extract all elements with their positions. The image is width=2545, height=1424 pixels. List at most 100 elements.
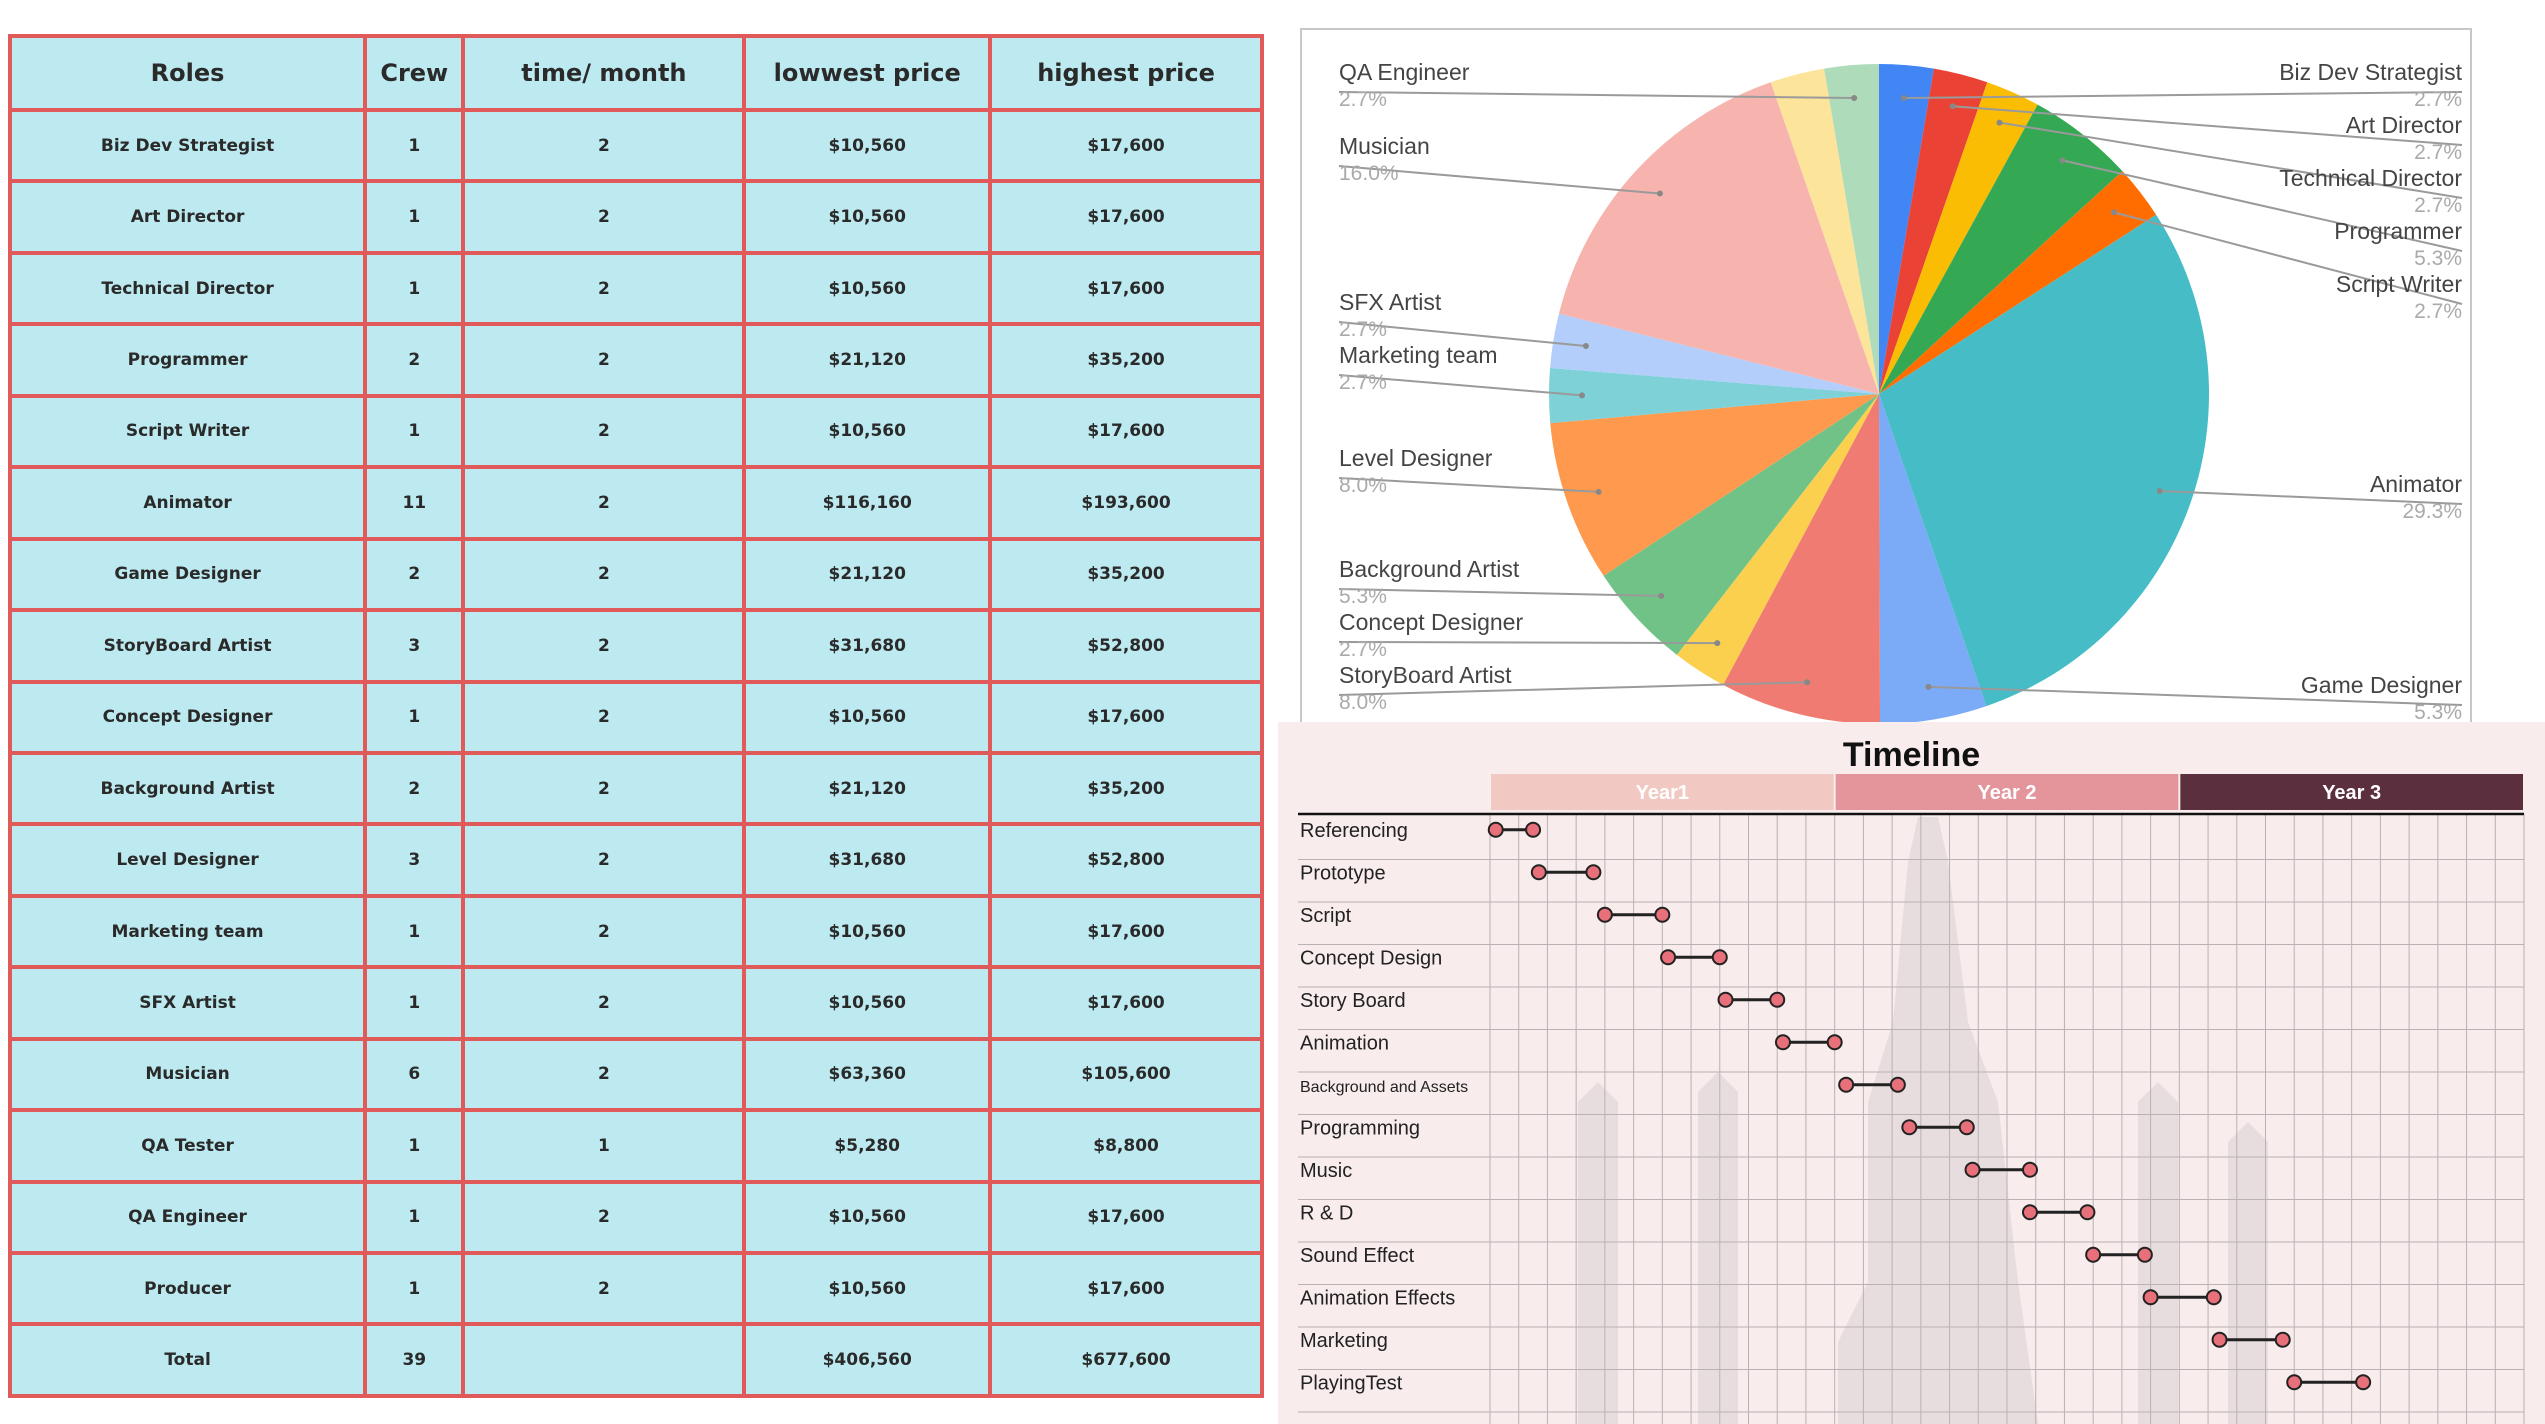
cell-crew: 2 (363, 750, 466, 827)
pie-label-programmer: Programmer (2334, 218, 2462, 244)
cell-lowest-price: $5,280 (742, 1108, 993, 1184)
pie-slice-musician (1558, 82, 1879, 394)
table-row: Concept Designer 1 2 $10,560 $17,600 (7, 679, 1264, 755)
pie-leader-line-qa-engineer (1338, 91, 1855, 99)
pie-leader-dot-script-writer (2111, 209, 2117, 216)
pie-percent-sfx-artist: 2.7% (1339, 318, 1387, 341)
pie-leader-dot-background-artist (1658, 592, 1665, 599)
pie-slice-storyboard-artist (1723, 394, 1881, 725)
cell-lowest-price: $63,360 (742, 1036, 993, 1113)
role-share-pie-chart: Biz Dev Strategist 2.7% Art Director 2.7% Te… (1300, 28, 2472, 730)
timeline-chart: Year1 Year 2 Year 3 Referencing Prototype Scr… (1278, 722, 2545, 1424)
task-end-dot-sound-effect (2136, 1246, 2153, 1263)
pie-slice-level-designer (1550, 394, 1879, 576)
cell-role: Script Writer (7, 393, 368, 470)
cell-months (461, 1322, 747, 1398)
pie-slice-qa-engineer (1824, 64, 1879, 394)
cell-role: Biz Dev Strategist (7, 107, 368, 184)
year-band-1 (1491, 774, 1834, 810)
cell-role: SFX Artist (7, 965, 368, 1041)
cell-lowest-price: $10,560 (742, 107, 993, 184)
pie-leader-dot-marketing-team (1579, 392, 1585, 399)
task-start-dot-marketing (2211, 1331, 2228, 1348)
task-label-animation-effects: Animation Effects (1300, 1287, 1455, 1309)
pie-leader-dot-game-designer (1925, 683, 1932, 690)
cell-role: Animator (7, 465, 368, 541)
cell-crew: 2 (363, 536, 466, 613)
pie-percent-animator: 29.3% (2402, 500, 2462, 523)
task-end-dot-r-d (2079, 1204, 2096, 1221)
table-row: Background Artist 2 2 $21,120 $35,200 (7, 750, 1264, 827)
pie-label-technical-director: Technical Director (2279, 165, 2462, 191)
cell-role: Programmer (7, 322, 368, 398)
task-label-music: Music (1300, 1160, 1352, 1182)
pie-label-background-artist: Background Artist (1339, 556, 1520, 582)
pie-percent-marketing-team: 2.7% (1339, 371, 1387, 394)
pie-percent-script-writer: 2.7% (2414, 300, 2462, 323)
task-start-dot-r-d (2021, 1204, 2038, 1221)
pie-percent-game-designer: 5.3% (2414, 701, 2462, 724)
table-row: Programmer 2 2 $21,120 $35,200 (7, 322, 1264, 398)
cell-crew: 1 (363, 965, 466, 1041)
pie-leader-dot-sfx-artist (1582, 343, 1589, 349)
pie-percent-musician: 16.0% (1339, 162, 1399, 185)
pie-slice-script-writer (1879, 171, 2157, 394)
table-row: QA Tester 1 1 $5,280 $8,800 (7, 1108, 1264, 1184)
year-label-1: Year1 (1636, 782, 1689, 804)
pie-leader-dot-biz-dev-strategist (1900, 95, 1907, 101)
header-time-month: time/ month (461, 34, 747, 112)
cell-highest-price: $17,600 (988, 179, 1264, 255)
cell-crew: 1 (363, 893, 466, 970)
pie-leader-line-animator (2159, 490, 2463, 505)
table-total-row: Total 39 $406,560 $677,600 (7, 1322, 1264, 1398)
cell-highest-price: $17,600 (988, 250, 1264, 327)
year-label-2: Year 2 (1978, 782, 2037, 804)
pie-leader-dot-qa-engineer (1851, 95, 1858, 101)
cell-crew: 1 (363, 250, 466, 327)
task-label-prototype: Prototype (1300, 862, 1386, 884)
task-start-dot-script (1596, 906, 1613, 923)
task-end-dot-script (1654, 906, 1671, 923)
cell-highest-price: $17,600 (988, 679, 1264, 755)
cell-role: StoryBoard Artist (7, 608, 368, 684)
cell-highest-price: $52,800 (988, 822, 1264, 898)
pie-leader-line-technical-director (1999, 121, 2463, 199)
cell-months: 2 (461, 1036, 747, 1113)
cell-months: 2 (461, 107, 747, 184)
task-label-animation: Animation (1300, 1032, 1389, 1054)
task-end-dot-marketing (2274, 1331, 2291, 1348)
cell-lowest-price: $406,560 (742, 1322, 993, 1398)
pie-slice-unlabeled (1770, 68, 1879, 394)
pie-label-art-director: Art Director (2346, 112, 2463, 138)
cell-lowest-price: $31,680 (742, 822, 993, 898)
cell-highest-price: $52,800 (988, 608, 1264, 684)
cell-role: QA Tester (7, 1108, 368, 1184)
cell-highest-price: $8,800 (988, 1108, 1264, 1184)
pie-leader-line-background-artist (1338, 588, 1662, 597)
cell-crew: 11 (363, 465, 466, 541)
cell-highest-price: $35,200 (988, 536, 1264, 613)
cell-role: Technical Director (7, 250, 368, 327)
cell-lowest-price: $31,680 (742, 608, 993, 684)
task-label-playingtest: PlayingTest (1300, 1372, 1403, 1394)
cell-months: 2 (461, 1250, 747, 1327)
cell-highest-price: $17,600 (988, 393, 1264, 470)
table-row: Technical Director 1 2 $10,560 $17,600 (7, 250, 1264, 327)
cell-role: Producer (7, 1250, 368, 1327)
task-start-dot-sound-effect (2085, 1246, 2102, 1263)
task-start-dot-animation-effects (2142, 1289, 2159, 1306)
cell-lowest-price: $21,120 (742, 536, 993, 613)
cell-lowest-price: $21,120 (742, 750, 993, 827)
cell-lowest-price: $10,560 (742, 1179, 993, 1256)
table-row: Animator 11 2 $116,160 $193,600 (7, 465, 1264, 541)
header-lowest-price: lowwest price (742, 34, 993, 112)
year-band-3 (2180, 774, 2523, 810)
crew-cost-table: Roles Crew time/ month lowwest price hig… (7, 34, 1264, 1398)
task-label-r-d: R & D (1300, 1202, 1353, 1224)
task-label-concept-design: Concept Design (1300, 947, 1442, 969)
cell-months: 2 (461, 965, 747, 1041)
task-start-dot-animation (1774, 1034, 1791, 1051)
pie-percent-qa-engineer: 2.7% (1339, 88, 1387, 111)
pie-leader-dot-concept-designer (1714, 640, 1721, 647)
task-label-programming: Programming (1300, 1117, 1420, 1139)
